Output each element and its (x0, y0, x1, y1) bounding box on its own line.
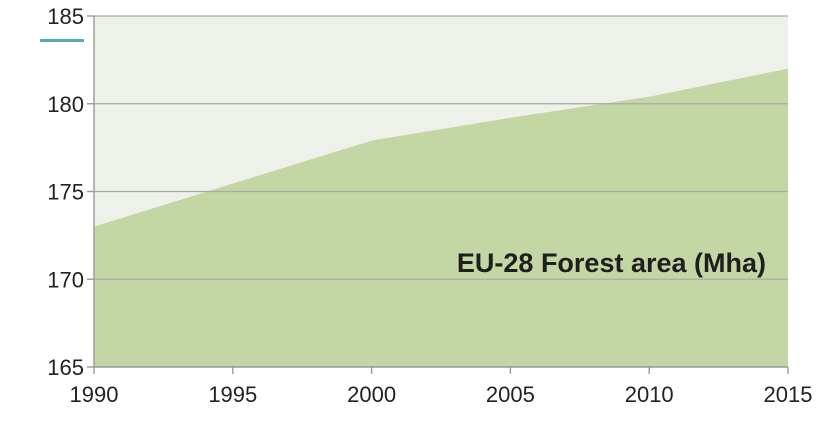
x-tick-label-1995: 1995 (208, 382, 257, 407)
y-tick-label-165: 165 (47, 355, 84, 380)
y-tick-label-170: 170 (47, 267, 84, 292)
x-tick-label-2005: 2005 (486, 382, 535, 407)
y-tick-label-180: 180 (47, 92, 84, 117)
x-tick-label-2015: 2015 (764, 382, 813, 407)
accent-mark (40, 39, 84, 42)
y-tick-label-175: 175 (47, 180, 84, 205)
x-tick-label-2000: 2000 (347, 382, 396, 407)
chart-annotation: EU-28 Forest area (Mha) (457, 248, 766, 278)
x-tick-label-1990: 1990 (70, 382, 119, 407)
forest-area-series (94, 68, 788, 368)
y-tick-label-185: 185 (47, 4, 84, 29)
x-tick-label-2010: 2010 (625, 382, 674, 407)
